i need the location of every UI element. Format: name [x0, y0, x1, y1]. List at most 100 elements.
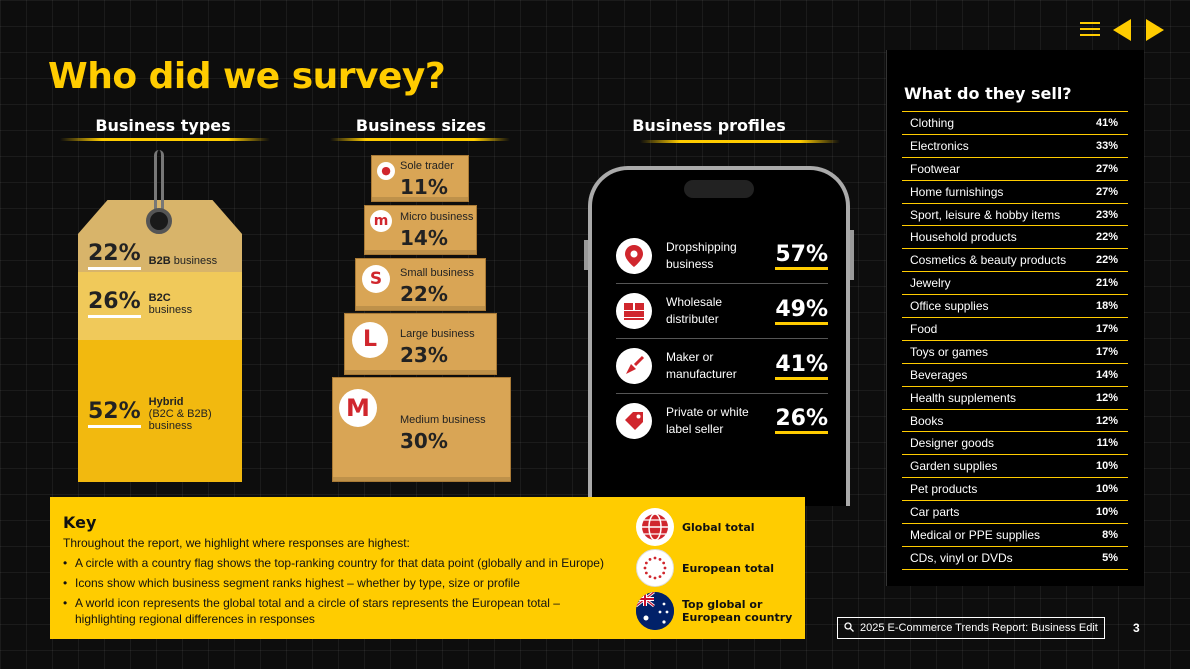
- sell-item-label: Electronics: [910, 138, 969, 153]
- phone-frame: [588, 166, 850, 506]
- page-title: Who did we survey?: [48, 56, 446, 97]
- small-percent: 22%: [400, 282, 448, 306]
- large-percent: 23%: [400, 343, 448, 367]
- sell-row: Pet products 10%: [902, 478, 1128, 502]
- micro-percent: 14%: [400, 226, 448, 250]
- legend-global: Global total: [636, 508, 755, 546]
- legend-european: European total: [636, 549, 774, 587]
- sell-item-label: Beverages: [910, 367, 968, 382]
- sell-item-value: 22%: [1095, 254, 1118, 267]
- sell-row: Clothing 41%: [902, 112, 1128, 135]
- sell-item-value: 8%: [1102, 528, 1118, 541]
- business-type-b2c: 26% B2C business: [88, 290, 192, 318]
- underline-business-profiles: [640, 140, 840, 143]
- b2b-label: B2B: [148, 255, 171, 267]
- phone-side-button: [584, 240, 588, 270]
- sell-item-label: Designer goods: [910, 436, 995, 451]
- dropshipping-label-1: Dropshipping: [666, 240, 737, 254]
- hybrid-label: Hybrid: [148, 396, 184, 408]
- sell-item-value: 5%: [1102, 551, 1118, 564]
- sell-item-value: 11%: [1096, 437, 1118, 450]
- dropshipping-percent: 57%: [775, 242, 828, 270]
- dropshipping-label-2: business: [666, 257, 714, 271]
- wholesale-label-2: distributer: [666, 312, 719, 326]
- sell-item-label: Medical or PPE supplies: [910, 527, 1041, 542]
- private-label-2: label seller: [666, 421, 724, 436]
- b2b-percent: 22%: [88, 242, 141, 270]
- location-pin-icon: [616, 238, 652, 274]
- small-label: Small business: [400, 267, 474, 279]
- sell-item-value: 21%: [1095, 277, 1118, 290]
- underline-business-sizes: [330, 138, 510, 141]
- sell-row: Health supplements 12%: [902, 387, 1128, 410]
- eu-stars-icon: [636, 549, 674, 587]
- hybrid-percent: 52%: [88, 400, 141, 428]
- sell-item-label: Household products: [910, 230, 1017, 245]
- sole-trader-label: Sole trader: [400, 160, 454, 172]
- trowel-icon: [616, 348, 652, 384]
- maker-label-2: manufacturer: [666, 367, 737, 381]
- sell-item-value: 18%: [1095, 300, 1118, 313]
- sell-item-value: 17%: [1095, 345, 1118, 358]
- profile-private-label: Private or white label seller 26%: [616, 393, 828, 448]
- price-tag-icon: [616, 402, 652, 439]
- sell-item-label: Cosmetics & beauty products: [910, 253, 1067, 268]
- sell-row: Electronics 33%: [902, 135, 1128, 158]
- b2c-percent: 26%: [88, 290, 141, 318]
- sell-item-value: 17%: [1095, 322, 1118, 335]
- sell-list: Clothing 41% Electronics 33% Footwear 27% Home…: [902, 111, 1128, 570]
- previous-page-icon[interactable]: [1113, 19, 1131, 41]
- maker-percent: 41%: [775, 352, 828, 380]
- sell-item-label: Office supplies: [910, 299, 989, 314]
- sell-item-label: Home furnishings: [910, 184, 1004, 199]
- legend-global-label: Global total: [682, 520, 755, 534]
- sell-item-label: Garden supplies: [910, 459, 998, 474]
- sell-row: Household products 22%: [902, 226, 1128, 250]
- legend-european-label: European total: [682, 561, 775, 575]
- sell-item-label: Food: [910, 321, 938, 336]
- tag-string: [154, 150, 164, 214]
- legend-country-label-2: European country: [682, 611, 793, 624]
- micro-label: Micro business: [400, 211, 474, 223]
- sell-item-label: Health supplements: [910, 390, 1017, 405]
- sell-row: Car parts 10%: [902, 501, 1128, 525]
- maker-label-1: Maker or: [666, 350, 714, 364]
- report-search-box[interactable]: 2025 E-Commerce Trends Report: Business …: [837, 617, 1105, 639]
- wholesale-percent: 49%: [775, 297, 828, 325]
- medium-percent: 30%: [400, 429, 448, 453]
- phone-power-button: [850, 230, 854, 280]
- sell-item-value: 10%: [1095, 460, 1118, 473]
- legend-top-country: Top global or European country: [636, 592, 792, 630]
- search-icon: [844, 621, 854, 635]
- sole-trader-percent: 11%: [400, 175, 448, 199]
- australia-flag-icon: [636, 592, 674, 630]
- l-icon: L: [352, 322, 388, 358]
- private-label-percent: 26%: [775, 407, 828, 434]
- business-type-b2b: 22% B2B business: [88, 242, 217, 270]
- business-type-hybrid: 52% Hybrid (B2C & B2B) business: [88, 396, 212, 432]
- globe-icon: [636, 508, 674, 546]
- next-page-icon[interactable]: [1146, 19, 1164, 41]
- profile-wholesale: Wholesale distributer 49%: [616, 284, 828, 339]
- sell-row: Garden supplies 10%: [902, 455, 1128, 479]
- sell-item-label: CDs, vinyl or DVDs: [910, 550, 1013, 565]
- key-bullets: A circle with a country flag shows the t…: [63, 555, 623, 631]
- pallet-icon: [616, 293, 652, 329]
- s-icon: S: [362, 265, 390, 293]
- sell-item-value: 33%: [1095, 139, 1118, 152]
- sell-row: Toys or games 17%: [902, 341, 1128, 364]
- underline-business-types: [60, 138, 270, 141]
- m-large-icon: M: [339, 389, 377, 427]
- key-title: Key: [63, 513, 97, 532]
- sell-item-value: 41%: [1095, 116, 1118, 129]
- sell-item-value: 12%: [1095, 414, 1118, 427]
- report-search-label: 2025 E-Commerce Trends Report: Business …: [860, 622, 1098, 634]
- b2c-label: B2C: [148, 292, 171, 304]
- page-number: 3: [1133, 621, 1140, 635]
- sell-row: Beverages 14%: [902, 364, 1128, 387]
- menu-icon[interactable]: [1080, 22, 1100, 38]
- hybrid-label-rest: (B2C & B2B): [148, 408, 212, 420]
- sell-item-label: Jewelry: [910, 276, 951, 291]
- sell-item-value: 12%: [1095, 391, 1118, 404]
- sell-item-label: Footwear: [910, 161, 961, 176]
